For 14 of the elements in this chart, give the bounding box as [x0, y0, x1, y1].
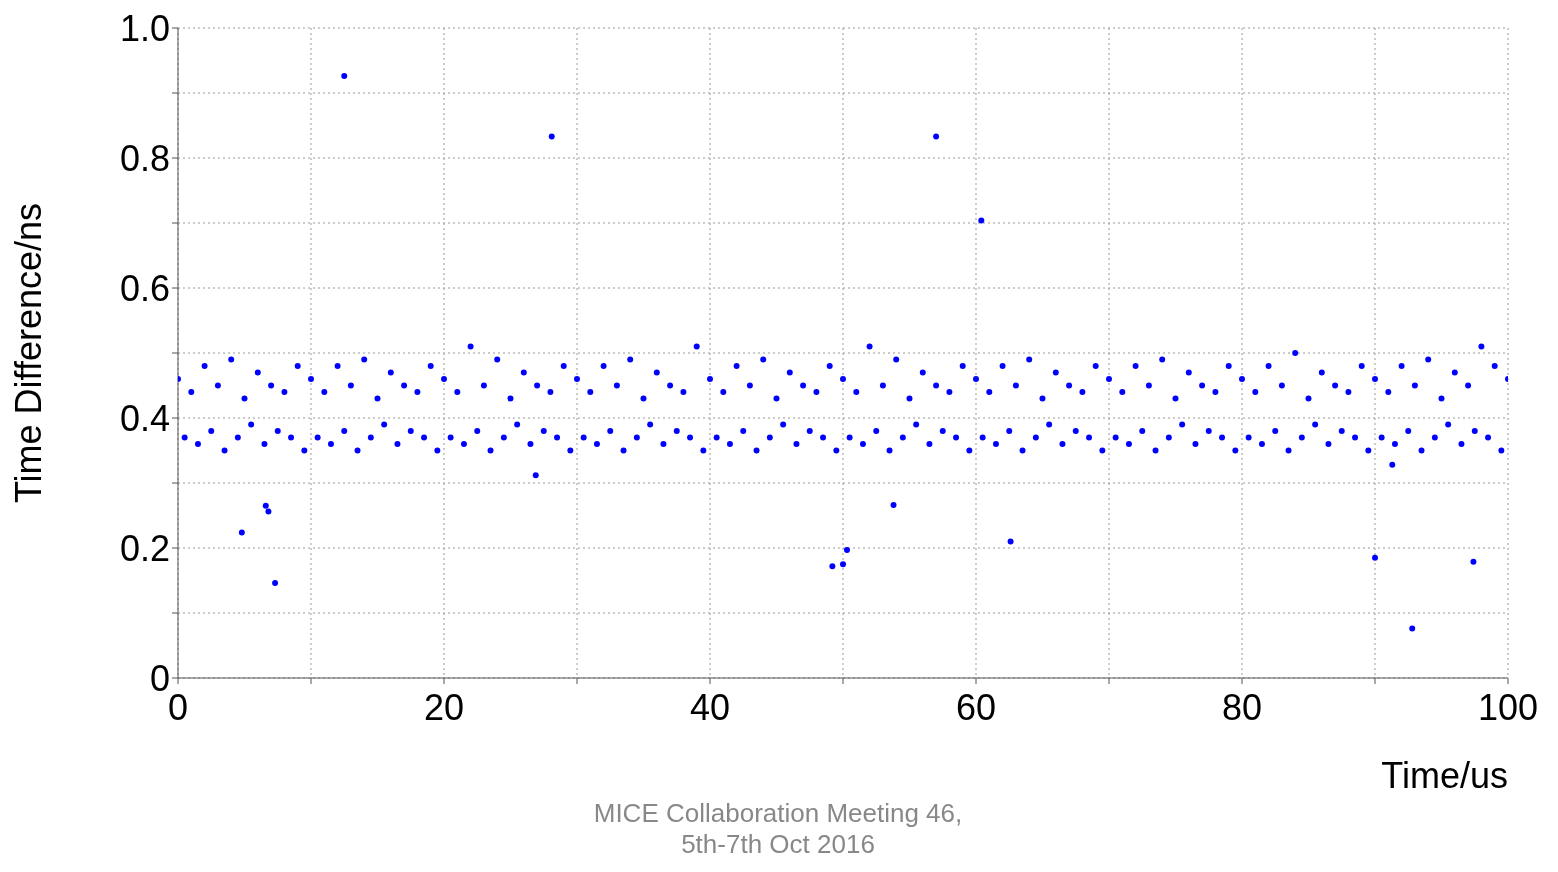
- x-tick-label: 60: [955, 686, 997, 728]
- x-tick-label: 40: [689, 686, 731, 728]
- x-axis-title: Time/us: [1381, 755, 1508, 796]
- text: MICE Collaboration Meeting 46, 5th-7th Oct 2016: [592, 798, 964, 860]
- y-tick-label: 0.6: [119, 267, 170, 309]
- y-tick-label: 0.4: [119, 397, 170, 439]
- x-tick-label: 80: [1221, 686, 1263, 728]
- y-tick-label: 0: [149, 657, 170, 699]
- y-tick-label: 0.2: [119, 527, 170, 569]
- x-tick-label: 100: [1477, 686, 1539, 728]
- y-tick-label: 1.0: [119, 7, 170, 49]
- y-tick-label: 0.8: [119, 137, 170, 179]
- y-axis-title: Time Difference/ns: [7, 202, 49, 504]
- x-tick-label: 20: [423, 686, 465, 728]
